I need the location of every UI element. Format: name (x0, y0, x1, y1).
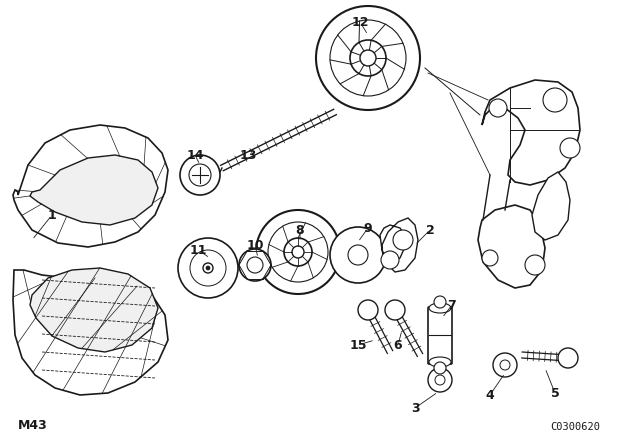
Text: 10: 10 (246, 238, 264, 251)
Ellipse shape (429, 357, 451, 367)
Text: M43: M43 (18, 419, 48, 432)
Circle shape (316, 6, 420, 110)
Circle shape (330, 227, 386, 283)
Circle shape (206, 266, 210, 270)
Circle shape (247, 257, 263, 273)
Circle shape (381, 251, 399, 269)
Text: 15: 15 (349, 339, 367, 352)
Polygon shape (482, 80, 580, 185)
Text: 1: 1 (47, 208, 56, 221)
Circle shape (348, 245, 368, 265)
Circle shape (180, 155, 220, 195)
Circle shape (268, 222, 328, 282)
Text: C0300620: C0300620 (550, 422, 600, 432)
Text: 7: 7 (447, 298, 456, 311)
Ellipse shape (429, 303, 451, 313)
Polygon shape (478, 205, 545, 288)
Circle shape (500, 360, 510, 370)
Text: 6: 6 (394, 339, 403, 352)
Circle shape (489, 99, 507, 117)
Circle shape (360, 50, 376, 66)
Circle shape (393, 230, 413, 250)
Circle shape (434, 362, 446, 374)
Polygon shape (30, 268, 158, 352)
Polygon shape (13, 270, 168, 395)
Circle shape (292, 246, 304, 258)
Circle shape (330, 20, 406, 96)
Circle shape (190, 250, 226, 286)
Circle shape (239, 249, 271, 281)
Circle shape (525, 255, 545, 275)
Text: 12: 12 (351, 16, 369, 29)
Text: 3: 3 (411, 401, 419, 414)
Polygon shape (13, 125, 168, 247)
Text: 14: 14 (186, 148, 204, 161)
Circle shape (178, 238, 238, 298)
Circle shape (358, 300, 378, 320)
Circle shape (189, 164, 211, 186)
FancyBboxPatch shape (428, 307, 452, 364)
Text: 8: 8 (296, 224, 304, 237)
Text: 4: 4 (486, 388, 494, 401)
Circle shape (350, 40, 386, 76)
Circle shape (434, 296, 446, 308)
Circle shape (435, 375, 445, 385)
Circle shape (560, 138, 580, 158)
Circle shape (493, 353, 517, 377)
Polygon shape (532, 172, 570, 240)
Circle shape (284, 238, 312, 266)
Text: 11: 11 (189, 244, 207, 257)
Circle shape (203, 263, 213, 273)
Circle shape (256, 210, 340, 294)
Circle shape (558, 348, 578, 368)
Text: 9: 9 (364, 221, 372, 234)
Circle shape (428, 368, 452, 392)
Text: 5: 5 (550, 387, 559, 400)
Circle shape (482, 250, 498, 266)
Polygon shape (380, 218, 418, 272)
Polygon shape (30, 155, 158, 225)
Circle shape (385, 300, 405, 320)
Text: 13: 13 (239, 148, 257, 161)
Text: 2: 2 (426, 224, 435, 237)
Circle shape (543, 88, 567, 112)
